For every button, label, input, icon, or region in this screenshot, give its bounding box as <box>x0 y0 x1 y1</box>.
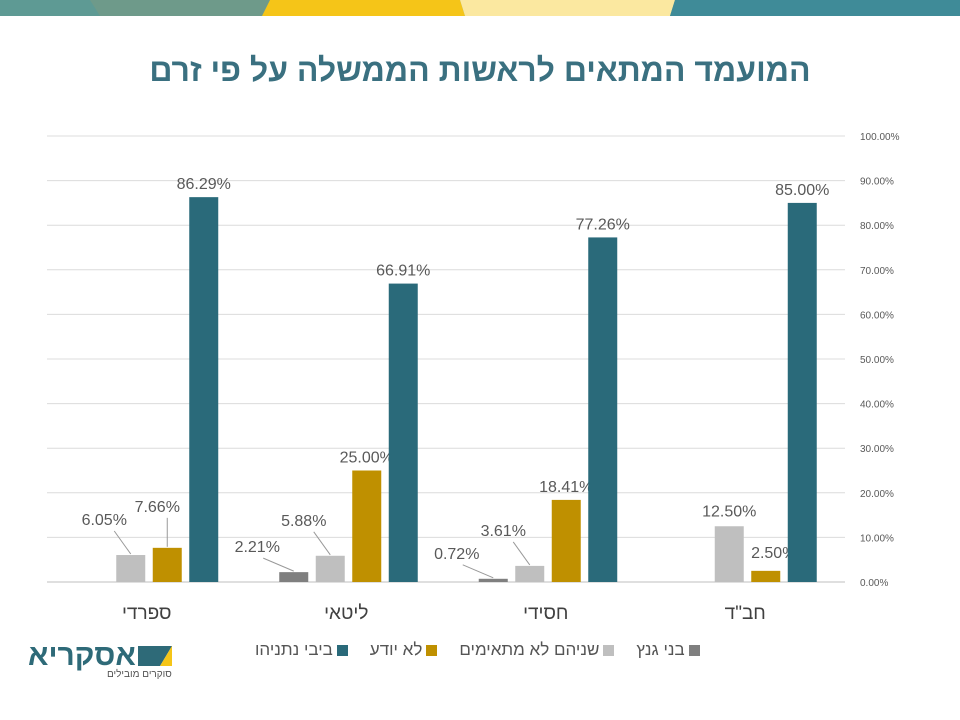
bar <box>352 470 382 582</box>
data-label: 66.91% <box>376 263 430 280</box>
logo: אסקריא סוקרים מובילים <box>28 639 172 680</box>
logo-name: אסקריא <box>28 639 136 672</box>
data-label: 3.61% <box>481 523 526 540</box>
data-label: 5.88% <box>281 513 326 530</box>
legend-swatch <box>688 644 700 656</box>
legend-label: בני גנץ <box>636 640 685 659</box>
bar <box>714 526 744 582</box>
data-label: 86.29% <box>177 176 231 193</box>
x-tick-label: חסידי <box>523 603 568 624</box>
legend-swatch <box>603 644 615 656</box>
bar <box>551 499 581 582</box>
leader-line <box>512 541 531 566</box>
legend-label: ביבי נתניהו <box>255 640 333 659</box>
data-label: 12.50% <box>702 503 756 520</box>
data-label: 2.21% <box>235 539 280 556</box>
bar <box>152 547 182 582</box>
x-tick-label: ספרדי <box>122 603 171 624</box>
bar <box>189 197 219 582</box>
y-tick-label: 80.00% <box>860 221 894 232</box>
legend-item: ביבי נתניהו <box>255 640 348 660</box>
y-tick-label: 70.00% <box>860 266 894 277</box>
bar <box>279 572 309 582</box>
logo-tagline: סוקרים מובילים <box>106 669 172 680</box>
logo-mark-icon <box>137 646 172 666</box>
leader-line <box>113 530 132 555</box>
legend-swatch <box>336 644 348 656</box>
leader-line <box>462 564 494 579</box>
legend-swatch <box>426 644 438 656</box>
x-tick-label: חב"ד <box>725 603 766 624</box>
data-label: 18.41% <box>539 479 593 496</box>
legend-item: שניהם לא מתאימים <box>459 640 615 660</box>
leader-line <box>263 557 294 572</box>
y-tick-label: 90.00% <box>860 177 894 188</box>
data-label: 25.00% <box>340 450 394 467</box>
y-tick-label: 40.00% <box>860 400 894 411</box>
data-label: 7.66% <box>135 499 180 516</box>
bar <box>315 555 345 582</box>
leader-line <box>313 531 331 556</box>
chart-title: המועמד המתאים לראשות הממשלה על פי זרם <box>149 52 811 88</box>
data-label: 2.50% <box>751 545 796 562</box>
bar <box>588 237 618 582</box>
data-label: 6.05% <box>82 512 127 529</box>
y-tick-label: 30.00% <box>860 444 894 455</box>
bar <box>751 570 781 582</box>
legend-label: לא יודע <box>369 640 423 659</box>
data-label: 85.00% <box>775 182 829 199</box>
y-tick-label: 20.00% <box>860 489 894 500</box>
y-tick-label: 10.00% <box>860 533 894 544</box>
bar <box>515 565 545 582</box>
legend: בני גנץ שניהם לא מתאימים לא יודע ביבי נתניה… <box>255 640 700 660</box>
y-tick-label: 60.00% <box>860 310 894 321</box>
x-tick-label: ליטאי <box>324 603 368 624</box>
legend-item: לא יודע <box>370 640 438 660</box>
y-tick-label: 0.00% <box>860 578 888 589</box>
y-tick-label: 100.00% <box>860 132 900 143</box>
data-label: 77.26% <box>576 216 630 233</box>
bar <box>478 578 508 582</box>
legend-item: בני גנץ <box>636 640 700 660</box>
bar <box>787 202 817 582</box>
data-label: 0.72% <box>434 546 479 563</box>
y-tick-label: 50.00% <box>860 355 894 366</box>
bar <box>388 283 418 582</box>
bar <box>116 555 146 582</box>
footer-band <box>0 0 960 16</box>
legend-label: שניהם לא מתאימים <box>459 640 600 659</box>
